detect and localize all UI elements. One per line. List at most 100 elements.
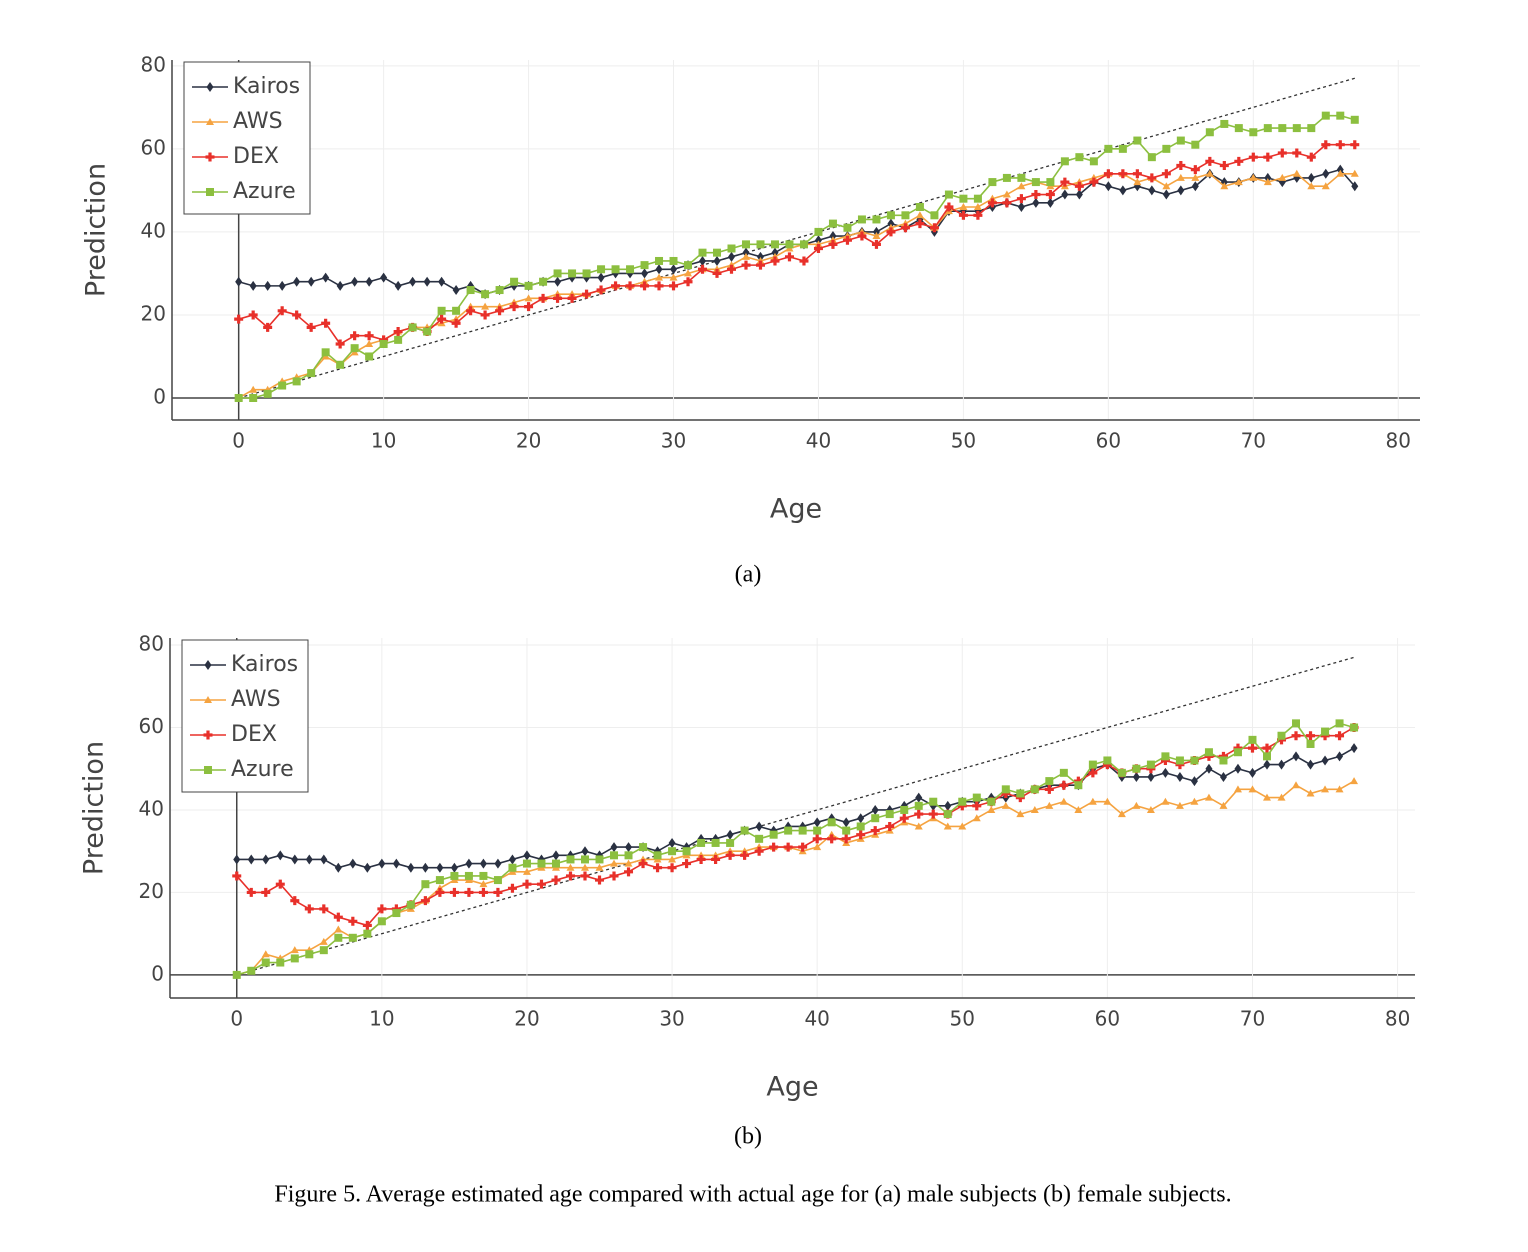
y-tick-label: 0 [151, 961, 164, 985]
marker [597, 272, 605, 283]
marker [232, 871, 242, 881]
marker [232, 970, 241, 979]
marker [365, 340, 374, 348]
marker [408, 323, 417, 332]
marker [1119, 185, 1127, 196]
marker [1030, 785, 1039, 794]
marker [756, 251, 764, 262]
marker [973, 194, 982, 203]
marker [597, 265, 606, 274]
y-tick-label: 20 [139, 879, 164, 903]
marker [1335, 731, 1345, 741]
marker [885, 821, 895, 831]
marker [1350, 169, 1359, 177]
legend-marker [204, 766, 212, 774]
marker [610, 859, 619, 867]
marker [1002, 198, 1012, 208]
marker [899, 813, 909, 823]
marker [437, 306, 446, 315]
marker [278, 381, 287, 390]
marker [1219, 160, 1229, 170]
marker [305, 950, 314, 959]
marker [828, 236, 837, 244]
marker [350, 331, 360, 341]
marker [1175, 756, 1184, 765]
marker [1248, 735, 1257, 744]
marker [842, 826, 851, 835]
marker [1277, 148, 1287, 158]
marker [713, 248, 722, 257]
marker [1321, 727, 1330, 736]
marker [1263, 124, 1272, 133]
x-axis-title: Age [770, 494, 822, 525]
marker [249, 385, 258, 393]
marker [944, 202, 954, 212]
marker [842, 235, 852, 245]
marker [1306, 739, 1315, 748]
marker [697, 851, 706, 859]
marker [972, 801, 982, 811]
marker [1278, 124, 1287, 133]
marker [292, 310, 302, 320]
marker [928, 809, 938, 819]
marker [507, 883, 517, 893]
marker [466, 306, 476, 316]
marker [740, 847, 749, 855]
marker [1234, 763, 1242, 774]
marker [464, 887, 474, 897]
marker [958, 210, 968, 220]
legend-label: AWS [233, 109, 283, 134]
marker [799, 256, 809, 266]
marker [321, 348, 330, 357]
legend-marker [205, 152, 215, 162]
marker [275, 879, 285, 889]
marker [943, 822, 952, 830]
marker [813, 843, 822, 851]
marker [1351, 181, 1359, 192]
marker [1278, 759, 1286, 770]
marker [1177, 185, 1185, 196]
marker [871, 814, 880, 823]
marker [1321, 140, 1331, 150]
marker [885, 810, 894, 819]
marker [1233, 743, 1243, 753]
marker [377, 917, 386, 926]
marker [1249, 128, 1258, 137]
marker [509, 302, 519, 312]
marker [1176, 160, 1186, 170]
x-tick-label: 70 [1240, 1007, 1265, 1031]
x-axis-title: Age [766, 1072, 818, 1103]
marker [684, 261, 693, 270]
marker [306, 322, 316, 332]
marker [1190, 165, 1200, 175]
marker [278, 280, 286, 291]
marker [654, 281, 664, 291]
x-tick-label: 50 [950, 1007, 975, 1031]
marker [741, 260, 751, 270]
marker [1262, 752, 1271, 761]
y-tick-label: 60 [139, 714, 164, 738]
marker [1088, 797, 1097, 805]
marker [319, 937, 328, 945]
marker [726, 847, 735, 855]
marker [754, 846, 764, 856]
marker [699, 255, 707, 266]
legend-label: Kairos [233, 74, 300, 99]
marker [857, 813, 865, 824]
marker [841, 834, 851, 844]
marker [320, 854, 328, 865]
marker [523, 850, 531, 861]
marker [1059, 797, 1068, 805]
marker [987, 805, 996, 813]
marker [1190, 797, 1199, 805]
marker [726, 829, 734, 840]
marker [1233, 785, 1242, 793]
marker [725, 850, 735, 860]
y-axis-title: Prediction [79, 741, 110, 875]
marker [334, 862, 342, 873]
legend-marker [204, 696, 212, 703]
marker [1191, 173, 1200, 181]
marker [988, 178, 997, 187]
marker [929, 797, 938, 806]
marker [755, 834, 764, 843]
